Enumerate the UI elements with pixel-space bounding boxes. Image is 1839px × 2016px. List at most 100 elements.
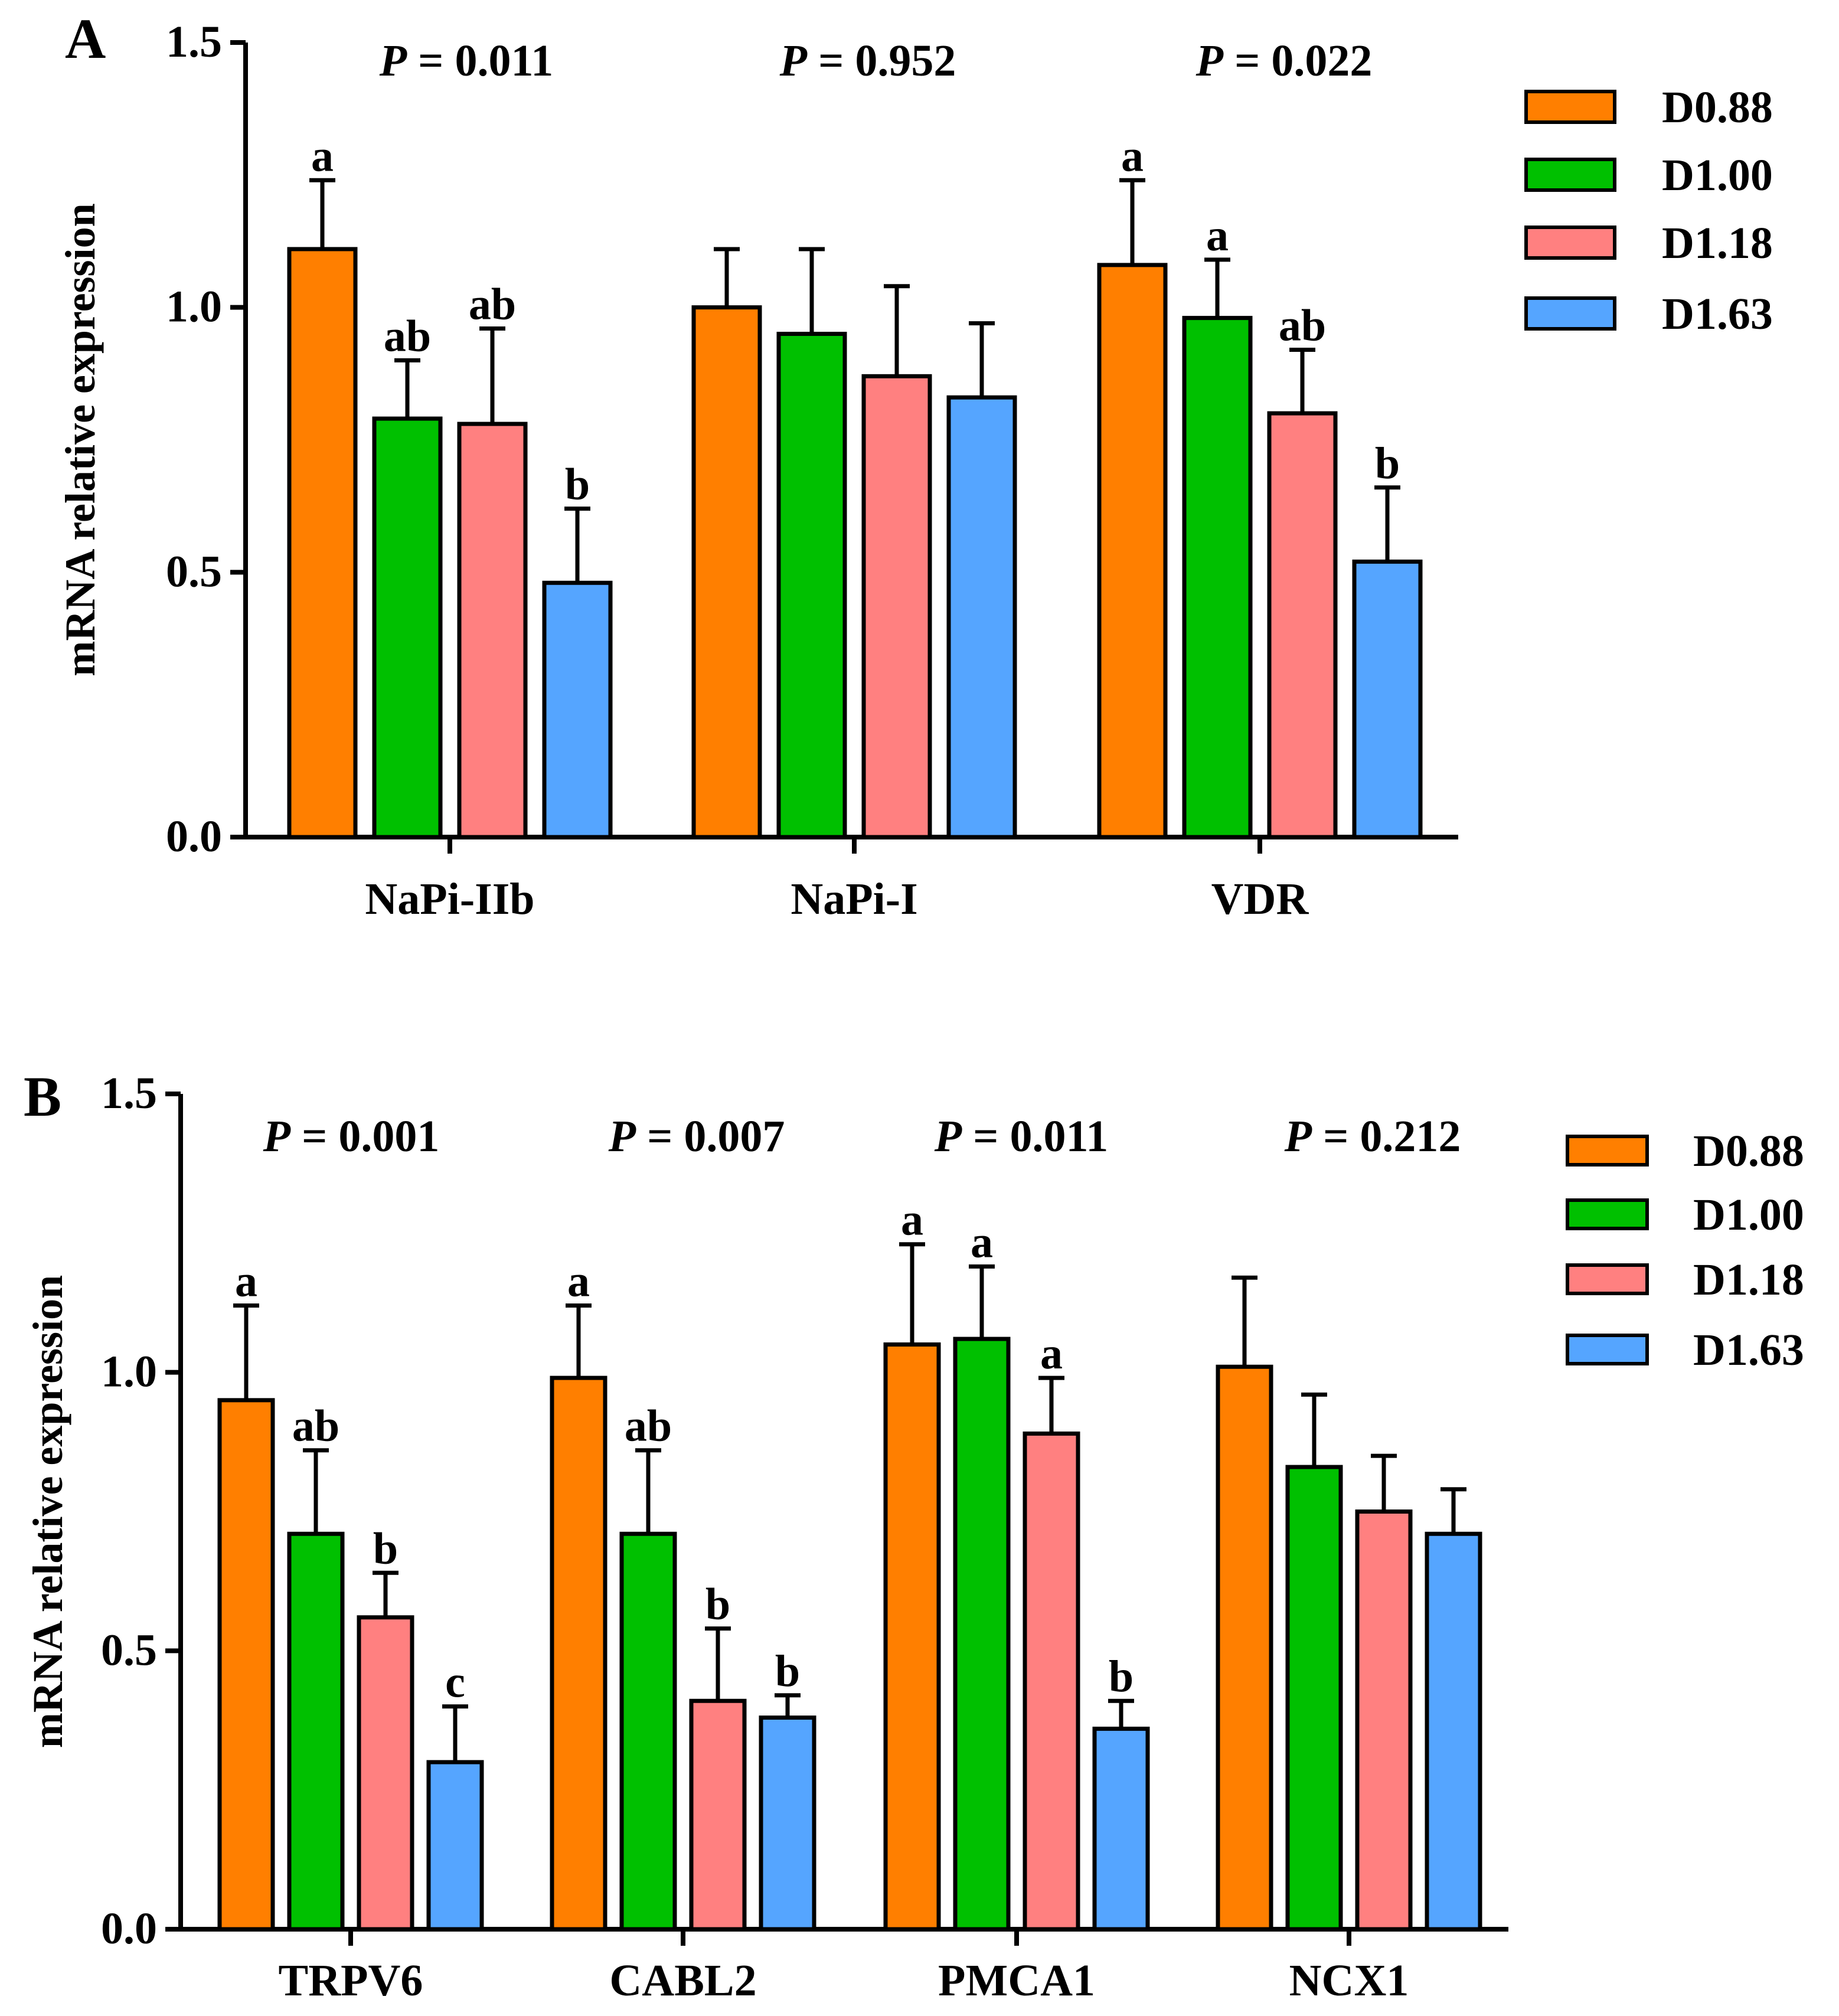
x-tick-label: NCX1 xyxy=(1289,1956,1409,2005)
p-value-label: P = 0.011 xyxy=(379,36,554,86)
panel-b-group-trpv6: TRPV6 P = 0.001 a ab b c xyxy=(217,1112,484,2005)
panel-b-y-tick-label: 0.0 xyxy=(101,1904,157,1953)
bar-d118 xyxy=(457,422,528,839)
bar-d088 xyxy=(550,1375,607,1932)
bar-d100 xyxy=(1285,1465,1343,1932)
significance-letter: ab xyxy=(384,311,431,361)
bar-d118 xyxy=(1355,1509,1413,1932)
p-value-label: P = 0.007 xyxy=(608,1112,785,1161)
significance-letter: b xyxy=(373,1524,398,1573)
bar-d118 xyxy=(861,374,932,839)
p-value-symbol: P xyxy=(1195,36,1224,86)
legend-label-d118: D1.18 xyxy=(1693,1255,1804,1305)
p-value-label: P = 0.001 xyxy=(263,1112,440,1161)
panel-b-y-label: mRNA relative expression xyxy=(24,1275,71,1748)
panel-a-letter: A xyxy=(65,7,106,70)
panel-a-y-label: mRNA relative expression xyxy=(57,203,104,676)
legend-swatch-d100 xyxy=(1566,1198,1649,1230)
bar-d100 xyxy=(372,416,443,839)
bar-d163 xyxy=(1425,1531,1482,1932)
legend-label-d088: D0.88 xyxy=(1693,1126,1804,1176)
legend-label-d163: D1.63 xyxy=(1693,1325,1804,1375)
p-value-symbol: P xyxy=(934,1112,962,1161)
panel-a-y-tick-label: 0.0 xyxy=(166,812,222,861)
p-value-symbol: P xyxy=(779,36,808,86)
bar-d163 xyxy=(946,395,1017,839)
significance-letter: b xyxy=(1375,439,1400,488)
legend-label-d088: D0.88 xyxy=(1662,83,1773,132)
panel-b-group-ncx1: NCX1 P = 0.212 xyxy=(1216,1112,1482,2005)
panel-b-y-tick-label: 1.5 xyxy=(101,1069,157,1118)
significance-letter: c xyxy=(445,1658,465,1707)
significance-letter: ab xyxy=(1279,300,1326,350)
panel-b: B 0.0 0.5 1.0 1.5 mRNA relative expression TRP… xyxy=(24,1065,1804,2005)
p-value-symbol: P xyxy=(379,36,407,86)
significance-letter: b xyxy=(565,460,590,509)
panel-a-legend: D0.88 D1.00 D1.18 D1.63 xyxy=(1524,83,1773,339)
significance-letter: b xyxy=(775,1646,800,1696)
panel-a-y-tick-label: 0.5 xyxy=(166,547,222,596)
significance-letter: a xyxy=(1121,131,1144,181)
p-value-label: P = 0.011 xyxy=(934,1112,1109,1161)
x-tick-label: NaPi-I xyxy=(791,874,917,924)
bar-d163 xyxy=(1092,1726,1150,1932)
x-tick-label: TRPV6 xyxy=(279,1956,423,2005)
bar-d088 xyxy=(217,1398,275,1932)
significance-letter: ab xyxy=(625,1401,672,1451)
p-value-number: = 0.011 xyxy=(962,1112,1108,1161)
significance-letter: b xyxy=(705,1580,730,1629)
legend-label-d100: D1.00 xyxy=(1662,151,1773,200)
p-value-label: P = 0.212 xyxy=(1284,1112,1461,1161)
significance-letter: ab xyxy=(469,280,516,329)
panel-b-y-tick-label: 0.5 xyxy=(101,1625,157,1675)
panel-a-y-tick-label: 1.0 xyxy=(166,282,222,332)
p-value-label: P = 0.952 xyxy=(779,36,956,86)
panel-a-group-napi-i: NaPi-I P = 0.952 xyxy=(691,36,1017,924)
bar-d100 xyxy=(287,1531,345,1932)
bar-d100 xyxy=(953,1337,1011,1932)
bar-d100 xyxy=(619,1531,677,1932)
bar-d088 xyxy=(1216,1364,1273,1932)
legend-swatch-d163 xyxy=(1524,296,1616,331)
p-value-symbol: P xyxy=(1284,1112,1312,1161)
p-value-label: P = 0.022 xyxy=(1195,36,1373,86)
bar-d088 xyxy=(883,1342,941,1932)
x-tick-label: PMCA1 xyxy=(938,1956,1095,2005)
panel-b-legend: D0.88 D1.00 D1.18 D1.63 xyxy=(1566,1126,1804,1375)
p-value-symbol: P xyxy=(608,1112,636,1161)
legend-label-d163: D1.63 xyxy=(1662,289,1773,339)
p-value-number: = 0.022 xyxy=(1223,36,1372,86)
legend-label-d100: D1.00 xyxy=(1693,1190,1804,1240)
x-tick-label: CABL2 xyxy=(609,1956,756,2005)
p-value-number: = 0.212 xyxy=(1312,1112,1461,1161)
bar-d100 xyxy=(776,332,847,839)
x-tick-label: NaPi-IIb xyxy=(365,874,534,924)
significance-letter: ab xyxy=(292,1401,339,1451)
significance-letter: a xyxy=(1040,1329,1063,1378)
significance-letter: a xyxy=(1206,211,1229,260)
bar-d163 xyxy=(759,1716,816,1932)
p-value-symbol: P xyxy=(263,1112,291,1161)
p-value-number: = 0.007 xyxy=(636,1112,785,1161)
panel-a: A 0.0 0.5 1.0 1.5 mRNA relative expression NaP… xyxy=(57,7,1773,924)
legend-swatch-d088 xyxy=(1524,90,1616,124)
legend-swatch-d118 xyxy=(1566,1263,1649,1295)
panel-b-group-cabl2: CABL2 P = 0.007 a ab bb xyxy=(550,1112,816,2005)
bar-d118 xyxy=(1267,411,1338,839)
significance-letter: a xyxy=(901,1195,923,1245)
bar-d118 xyxy=(1023,1431,1080,1932)
significance-letter: a xyxy=(235,1256,257,1306)
bar-d088 xyxy=(287,247,358,839)
bar-d118 xyxy=(689,1698,747,1932)
bar-d163 xyxy=(426,1760,484,1932)
significance-letter: a xyxy=(971,1217,993,1267)
legend-swatch-d118 xyxy=(1524,226,1616,260)
bar-d088 xyxy=(1097,263,1168,839)
panel-b-y-tick-label: 1.0 xyxy=(101,1347,157,1397)
legend-swatch-d163 xyxy=(1566,1334,1649,1365)
p-value-number: = 0.011 xyxy=(407,36,553,86)
panel-a-group-vdr: VDR P = 0.022 a a ab b xyxy=(1097,36,1423,924)
bar-d118 xyxy=(357,1615,414,1932)
